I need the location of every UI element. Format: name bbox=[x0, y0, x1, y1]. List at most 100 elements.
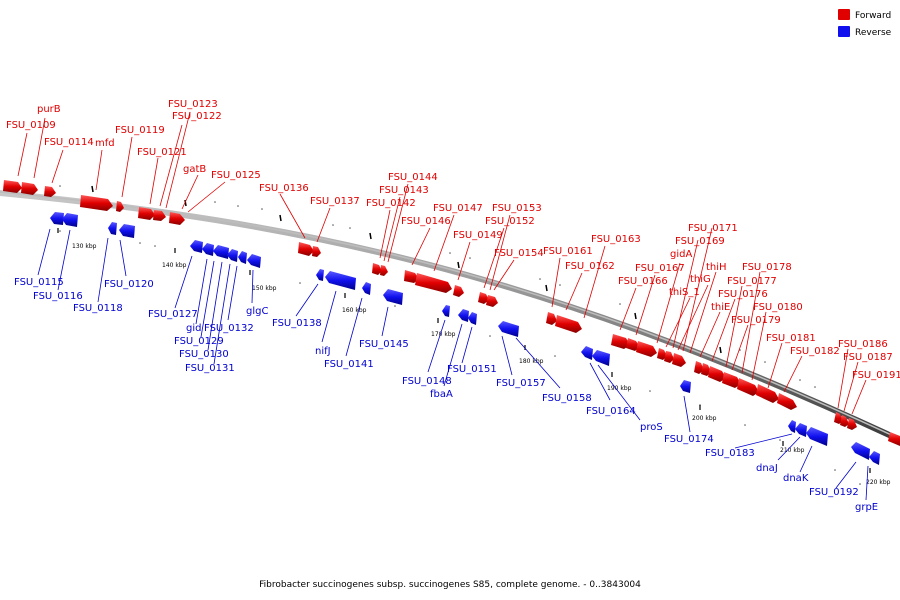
gene-label[interactable]: FSU_0152 bbox=[485, 216, 535, 227]
forward-gene[interactable] bbox=[44, 186, 56, 197]
gene-label[interactable]: FSU_0154 bbox=[494, 248, 544, 259]
forward-gene[interactable] bbox=[312, 246, 321, 257]
reverse-gene[interactable] bbox=[442, 305, 450, 317]
gene-label[interactable]: FSU_0125 bbox=[211, 170, 261, 181]
gene-label[interactable]: FSU_0181 bbox=[766, 333, 816, 344]
forward-gene[interactable] bbox=[298, 242, 314, 256]
gene-label[interactable]: FSU_0146 bbox=[401, 216, 451, 227]
forward-gene[interactable] bbox=[611, 334, 630, 349]
reverse-gene[interactable] bbox=[806, 427, 828, 446]
gene-label[interactable]: FSU_0123 bbox=[168, 99, 218, 110]
reverse-gene[interactable] bbox=[108, 222, 117, 235]
gene-label[interactable]: FSU_0136 bbox=[259, 183, 309, 194]
gene-label[interactable]: FSU_0157 bbox=[496, 378, 546, 389]
gene-label[interactable]: FSU_0149 bbox=[453, 230, 503, 241]
gene-label[interactable]: FSU_0127 bbox=[148, 309, 198, 320]
gene-label[interactable]: proS bbox=[640, 422, 663, 433]
gene-label[interactable]: FSU_0166 bbox=[618, 276, 668, 287]
gene-label[interactable]: FSU_0118 bbox=[73, 303, 123, 314]
gene-label[interactable]: FSU_0182 bbox=[790, 346, 840, 357]
forward-gene[interactable] bbox=[664, 351, 674, 363]
gene-label[interactable]: thiH bbox=[706, 262, 727, 273]
gene-label[interactable]: FSU_0144 bbox=[388, 172, 438, 183]
reverse-gene[interactable] bbox=[119, 224, 135, 238]
forward-gene[interactable] bbox=[380, 265, 388, 276]
gene-label[interactable]: FSU_0176 bbox=[718, 289, 768, 300]
reverse-gene[interactable] bbox=[468, 312, 477, 325]
gene-label[interactable]: FSU_0192 bbox=[809, 487, 859, 498]
forward-gene[interactable] bbox=[555, 315, 582, 333]
forward-gene[interactable] bbox=[626, 338, 640, 351]
reverse-gene[interactable] bbox=[680, 380, 691, 393]
gene-label[interactable]: FSU_0122 bbox=[172, 111, 222, 122]
gene-label[interactable]: thiE bbox=[711, 302, 730, 313]
gene-label[interactable]: FSU_0164 bbox=[586, 406, 636, 417]
reverse-gene[interactable] bbox=[238, 251, 247, 264]
forward-gene[interactable] bbox=[372, 263, 382, 275]
forward-gene[interactable] bbox=[546, 312, 557, 325]
forward-gene[interactable] bbox=[672, 353, 686, 367]
gene-label[interactable]: FSU_0131 bbox=[185, 363, 235, 374]
forward-gene[interactable] bbox=[116, 201, 124, 212]
forward-gene[interactable] bbox=[722, 372, 741, 388]
gene-label[interactable]: FSU_0137 bbox=[310, 196, 360, 207]
reverse-gene[interactable] bbox=[247, 254, 261, 268]
forward-gene[interactable] bbox=[153, 210, 166, 221]
gene-label[interactable]: FSU_0167 bbox=[635, 263, 685, 274]
gene-label[interactable]: FSU_0120 bbox=[104, 279, 154, 290]
gene-label[interactable]: FSU_0116 bbox=[33, 291, 83, 302]
gene-label[interactable]: FSU_0147 bbox=[433, 203, 483, 214]
reverse-gene[interactable] bbox=[62, 213, 78, 227]
gene-label[interactable]: mfd bbox=[95, 138, 115, 149]
forward-gene[interactable] bbox=[415, 273, 452, 293]
reverse-gene[interactable] bbox=[362, 282, 371, 295]
forward-gene[interactable] bbox=[701, 363, 711, 376]
gene-label[interactable]: thiS_1 bbox=[669, 287, 700, 298]
gene-label[interactable]: FSU_0132 bbox=[204, 323, 254, 334]
forward-gene[interactable] bbox=[3, 180, 22, 193]
gene-label[interactable]: FSU_0153 bbox=[492, 203, 542, 214]
gene-label[interactable]: FSU_0174 bbox=[664, 434, 714, 445]
gene-label[interactable]: gatB bbox=[183, 164, 206, 175]
gene-label[interactable]: FSU_0186 bbox=[838, 339, 888, 350]
gene-label[interactable]: FSU_0114 bbox=[44, 137, 94, 148]
reverse-gene[interactable] bbox=[458, 309, 469, 322]
forward-gene[interactable] bbox=[840, 415, 849, 427]
gene-label[interactable]: FSU_0115 bbox=[14, 277, 64, 288]
gene-label[interactable]: FSU_0119 bbox=[115, 125, 165, 136]
reverse-gene[interactable] bbox=[383, 289, 403, 305]
gene-label[interactable]: FSU_0138 bbox=[272, 318, 322, 329]
gene-label[interactable]: dnaK bbox=[783, 473, 809, 484]
gene-label[interactable]: FSU_0177 bbox=[727, 276, 777, 287]
forward-gene[interactable] bbox=[847, 418, 857, 430]
gene-label[interactable]: FSU_0179 bbox=[731, 315, 781, 326]
gene-label[interactable]: FSU_0171 bbox=[688, 223, 738, 234]
gene-label[interactable]: FSU_0178 bbox=[742, 262, 792, 273]
gene-label[interactable]: FSU_0169 bbox=[675, 236, 725, 247]
gene-label[interactable]: FSU_0163 bbox=[591, 234, 641, 245]
gene-label[interactable]: glgC bbox=[246, 306, 268, 317]
gene-label[interactable]: FSU_0129 bbox=[174, 336, 224, 347]
forward-gene[interactable] bbox=[453, 285, 464, 297]
reverse-gene[interactable] bbox=[213, 245, 229, 259]
gene-label[interactable]: FSU_0183 bbox=[705, 448, 755, 459]
forward-gene[interactable] bbox=[777, 393, 797, 410]
forward-gene[interactable] bbox=[737, 378, 759, 396]
forward-gene[interactable] bbox=[138, 207, 155, 220]
gene-label[interactable]: gidA bbox=[670, 249, 692, 260]
gene-label[interactable]: FSU_0145 bbox=[359, 339, 409, 350]
reverse-gene[interactable] bbox=[795, 423, 807, 437]
reverse-gene[interactable] bbox=[202, 243, 214, 256]
forward-gene[interactable] bbox=[708, 366, 726, 382]
forward-gene[interactable] bbox=[694, 361, 704, 374]
gene-label[interactable]: FSU_0158 bbox=[542, 393, 592, 404]
gene-label[interactable]: FSU_0141 bbox=[324, 359, 374, 370]
gene-label[interactable]: gid bbox=[186, 323, 201, 334]
gene-label[interactable]: thiG bbox=[690, 274, 711, 285]
forward-gene[interactable] bbox=[478, 292, 489, 304]
gene-label[interactable]: FSU_0142 bbox=[366, 198, 416, 209]
forward-gene[interactable] bbox=[21, 182, 38, 195]
gene-label[interactable]: FSU_0162 bbox=[565, 261, 615, 272]
gene-label[interactable]: grpE bbox=[855, 502, 878, 513]
gene-label[interactable]: FSU_0143 bbox=[379, 185, 429, 196]
